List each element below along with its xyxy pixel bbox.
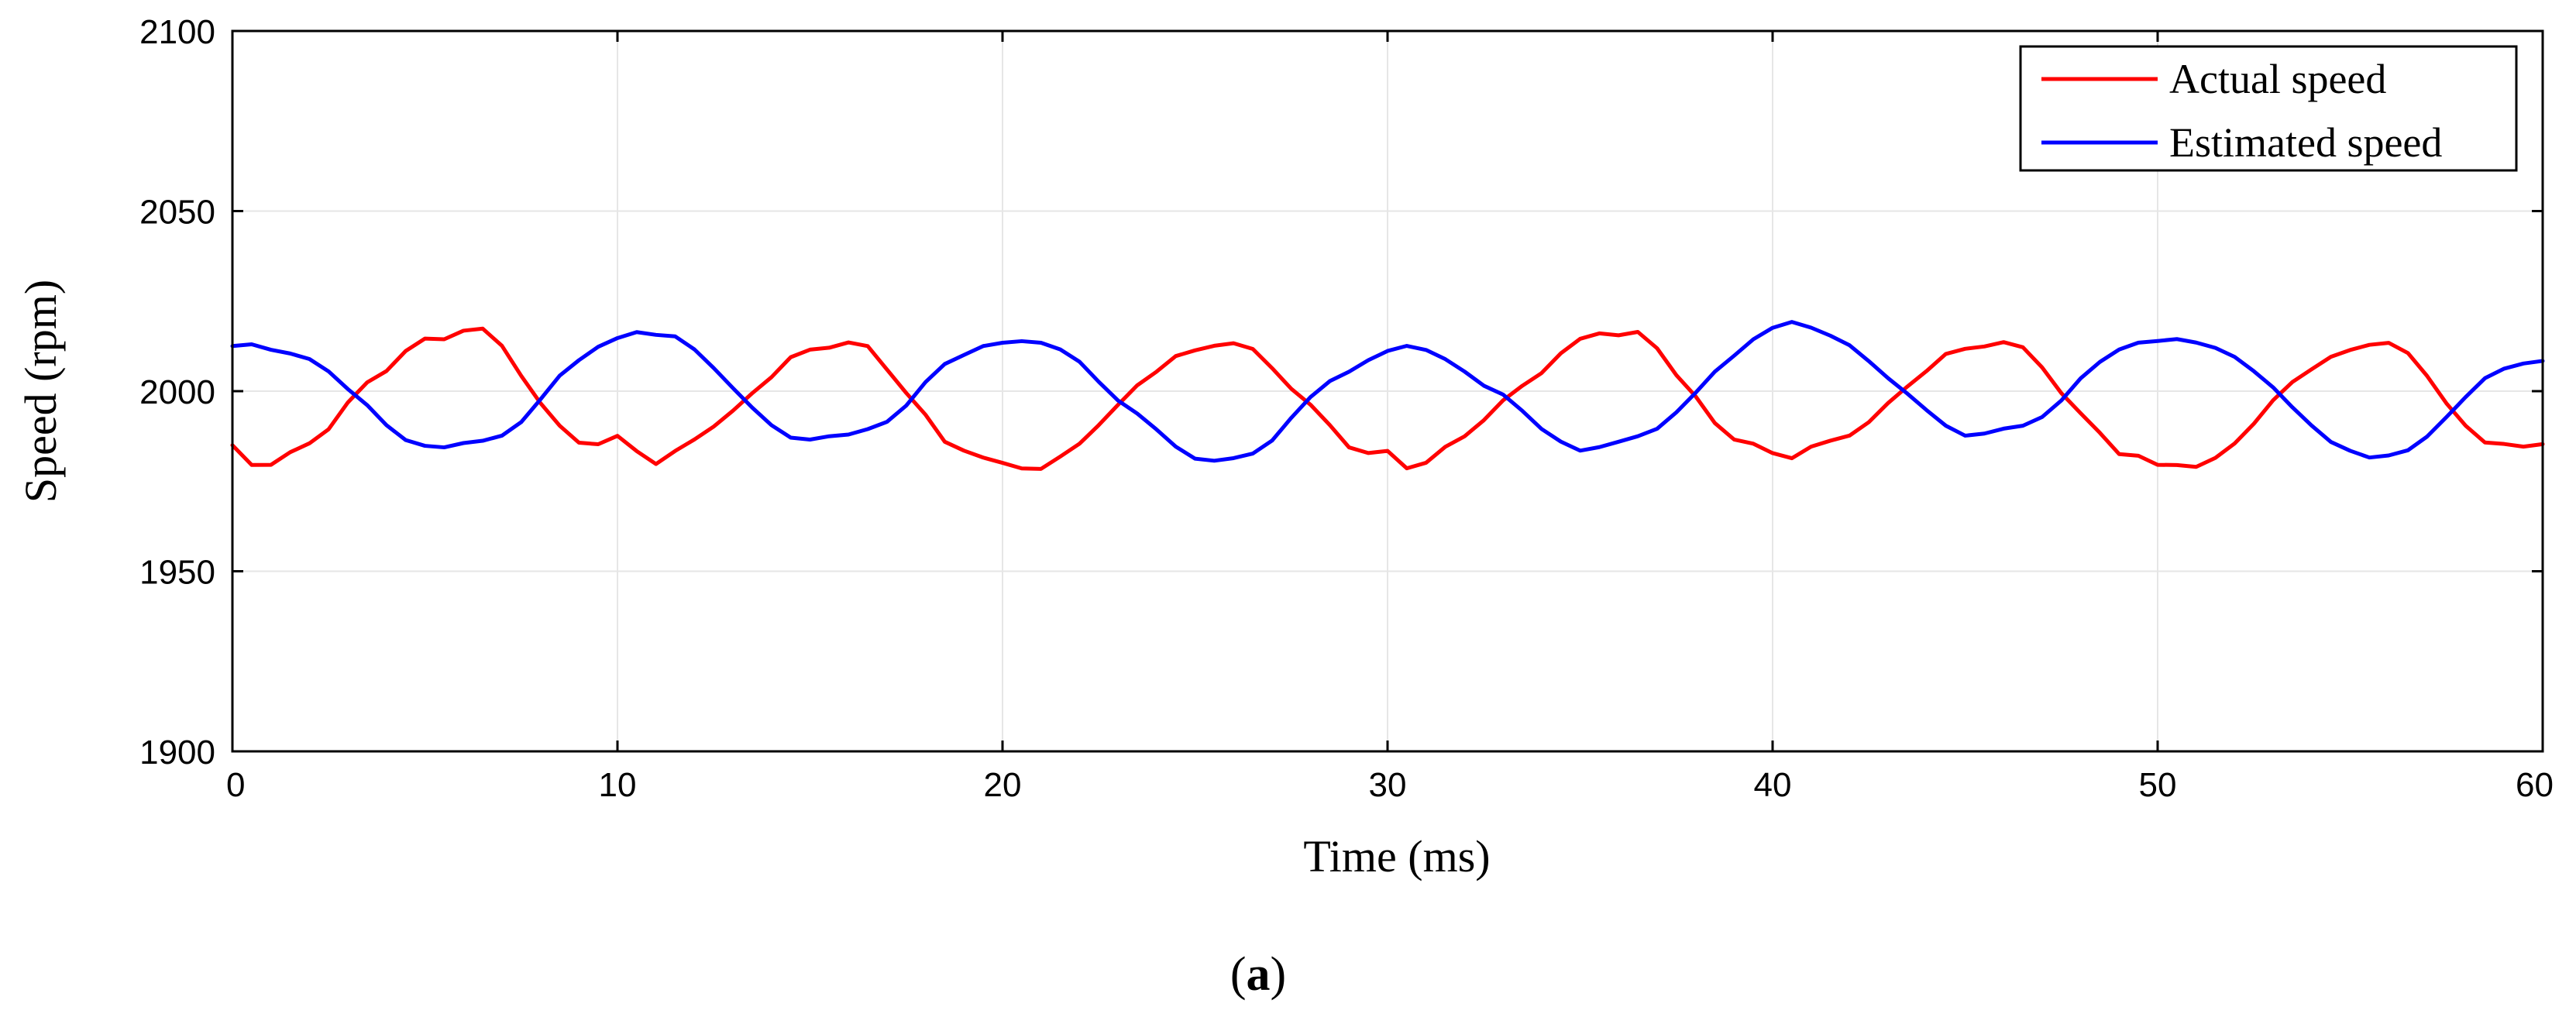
x-tick-label: 60: [2516, 766, 2554, 804]
x-tick-label: 20: [984, 766, 1022, 804]
x-tick-label: 0: [226, 766, 245, 804]
y-tick-label: 2050: [139, 194, 215, 232]
y-tick-label: 1900: [139, 734, 215, 771]
x-tick-label: 50: [2139, 766, 2177, 804]
caption-letter: a: [1247, 948, 1271, 1001]
y-tick-labels: 1900 1950 2000 2050 2100: [139, 13, 215, 771]
grid-lines: [232, 31, 2543, 751]
caption-open-paren: (: [1230, 948, 1247, 1001]
y-tick-label: 1950: [139, 554, 215, 592]
x-tick-label: 10: [599, 766, 637, 804]
legend-label-estimated-speed: Estimated speed: [2169, 119, 2442, 166]
x-axis-label: Time (ms): [1303, 831, 1490, 881]
series-line-estimated-speed: [230, 320, 2545, 463]
x-tick-label: 40: [1754, 766, 1792, 804]
series-lines: [230, 320, 2545, 471]
axis-ticks: [231, 29, 2544, 753]
legend: Actual speed Estimated speed: [2019, 45, 2518, 172]
caption-close-paren: ): [1271, 948, 1287, 1001]
y-tick-label: 2100: [139, 13, 215, 51]
y-axis-label: Speed (rpm): [15, 280, 66, 503]
legend-label-actual-speed: Actual speed: [2169, 56, 2386, 102]
x-tick-labels: 0 10 20 30 40 50 60: [226, 766, 2554, 804]
series-line-actual-speed: [230, 326, 2545, 471]
x-tick-label: 30: [1369, 766, 1407, 804]
legend-box: [2019, 45, 2518, 172]
y-tick-label: 2000: [139, 373, 215, 411]
figure-caption: (a): [1230, 948, 1286, 1001]
